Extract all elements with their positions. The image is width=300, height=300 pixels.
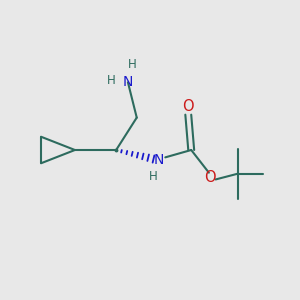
- Text: N: N: [123, 75, 133, 89]
- Text: H: H: [107, 74, 116, 87]
- Text: H: H: [128, 58, 137, 71]
- Text: O: O: [182, 99, 194, 114]
- Text: N: N: [154, 153, 164, 167]
- Text: O: O: [205, 170, 216, 185]
- Text: H: H: [148, 170, 157, 183]
